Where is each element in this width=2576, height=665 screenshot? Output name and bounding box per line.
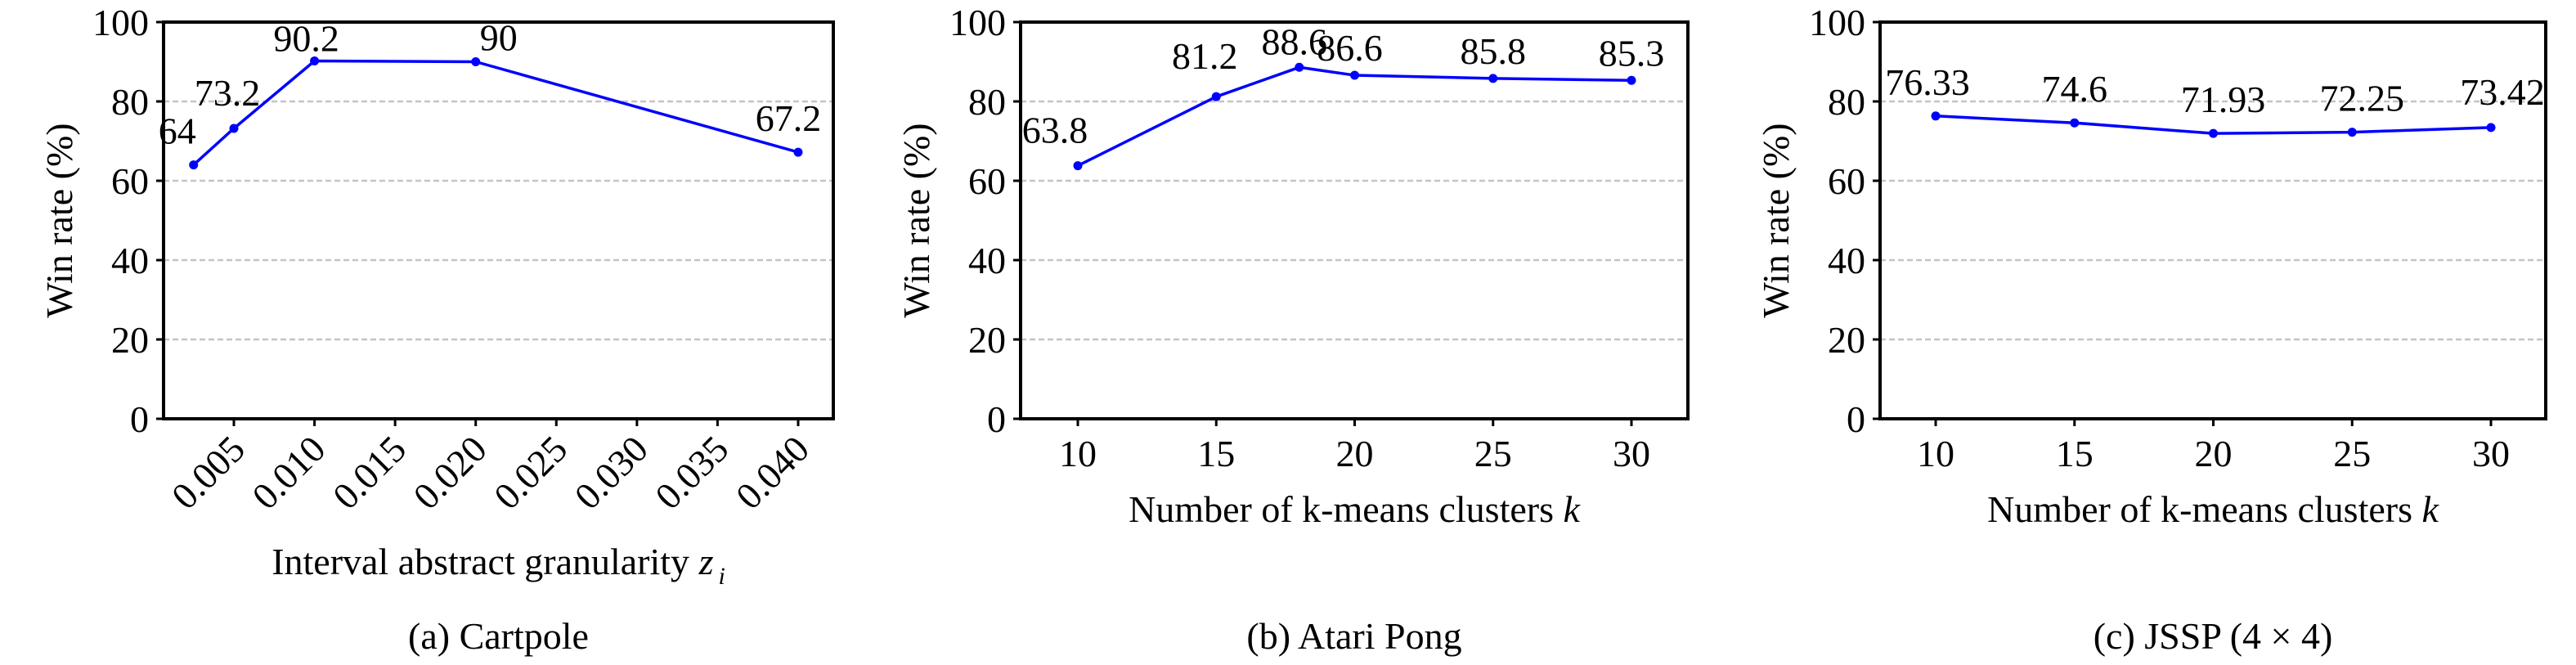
- x-tick-label: 15: [1197, 433, 1235, 474]
- y-tick-label: 100: [92, 2, 149, 43]
- x-tick-label: 20: [2195, 433, 2233, 474]
- y-tick-label: 20: [968, 319, 1006, 361]
- x-tick-label: 30: [1613, 433, 1650, 474]
- data-value-label: 86.6: [1317, 27, 1383, 69]
- data-value-label: 85.8: [1461, 30, 1527, 72]
- x-tick-label: 0.040: [728, 428, 817, 517]
- data-value-label: 63.8: [1022, 110, 1088, 151]
- y-tick-label: 40: [968, 240, 1006, 281]
- gridlines: [164, 20, 833, 420]
- panel-caption-jssp: (c) JSSP (4 × 4): [2094, 615, 2333, 657]
- x-tick-label: 15: [2056, 433, 2094, 474]
- data-value-label: 74.6: [2042, 68, 2108, 110]
- x-axis-label: Number of k-means clusters k: [1987, 488, 2439, 530]
- y-tick-label: 0: [130, 398, 149, 440]
- data-value-label: 76.33: [1885, 61, 1970, 103]
- y-tick-label: 80: [1828, 81, 1865, 123]
- plot-frame: [162, 20, 835, 420]
- series-line: [192, 59, 799, 166]
- data-point-marker: [2070, 118, 2080, 128]
- y-tick-label: 60: [111, 160, 149, 202]
- panel-caption-cartpole: (a) Cartpole: [408, 615, 589, 657]
- y-tick-label: 80: [111, 81, 149, 123]
- data-value-label: 67.2: [756, 97, 822, 139]
- x-tick-label: 10: [1917, 433, 1954, 474]
- data-value-label: 81.2: [1172, 35, 1238, 77]
- plot-frame: [1019, 20, 1690, 420]
- data-point-marker: [1350, 70, 1359, 80]
- data-point-marker: [189, 160, 199, 170]
- x-axis: 10 15 20 25 30 Number of k-means clusters k: [1059, 419, 1650, 530]
- data-value-label: 73.42: [2460, 71, 2545, 113]
- x-tick-label: 30: [2472, 433, 2510, 474]
- x-axis-label: Number of k-means clusters k: [1129, 488, 1581, 530]
- y-axis: 0 20 40 60 80 100 Win rate (%): [895, 2, 1021, 440]
- data-point-marker: [1295, 62, 1304, 72]
- data-value-label: 90.2: [273, 18, 339, 60]
- y-axis-label: Win rate (%): [38, 123, 80, 317]
- x-tick-label: 25: [1474, 433, 1512, 474]
- x-tick-label: 0.020: [406, 428, 495, 517]
- series-line: [1077, 65, 1632, 168]
- y-tick-label: 0: [1847, 398, 1865, 440]
- x-tick-label: 0.025: [486, 428, 575, 517]
- data-point-marker: [310, 56, 320, 66]
- gridlines: [1021, 20, 1688, 420]
- plot-frame: [1878, 20, 2547, 420]
- panel-caption-atari-pong: (b) Atari Pong: [1246, 615, 1461, 657]
- x-axis: 10 15 20 25 30 Number of k-means clusters k: [1917, 419, 2510, 530]
- data-point-marker: [793, 147, 803, 157]
- y-tick-label: 80: [968, 81, 1006, 123]
- data-point-marker: [1073, 161, 1083, 171]
- y-axis: 0 20 40 60 80 100 Win rate (%): [38, 2, 164, 440]
- y-tick-label: 40: [111, 240, 149, 281]
- x-tick-label: 0.015: [325, 428, 414, 517]
- x-tick-label: 25: [2333, 433, 2371, 474]
- series-win-rate: 63.8 81.2 88.686.6 85.8 85.3: [1022, 20, 1665, 171]
- data-value-label: 73.2: [195, 72, 261, 114]
- data-point-marker: [2347, 128, 2357, 137]
- y-tick-label: 100: [1809, 2, 1865, 43]
- data-point-marker: [471, 57, 481, 66]
- y-tick-label: 100: [949, 2, 1006, 43]
- data-point-marker: [1211, 92, 1221, 101]
- x-tick-label: 0.005: [164, 428, 253, 517]
- data-value-label: 72.25: [2320, 78, 2405, 119]
- data-point-marker: [2486, 123, 2496, 133]
- data-value-label: 85.3: [1599, 32, 1665, 74]
- y-tick-label: 60: [968, 160, 1006, 202]
- y-tick-label: 40: [1828, 240, 1865, 281]
- series-win-rate: 76.33 74.6 71.93 72.25 73.42: [1885, 61, 2545, 138]
- y-axis-label: Win rate (%): [1755, 123, 1797, 317]
- y-tick-label: 60: [1828, 160, 1865, 202]
- y-tick-label: 20: [1828, 319, 1865, 361]
- x-tick-label: 0.035: [647, 428, 736, 517]
- x-tick-label: 20: [1336, 433, 1374, 474]
- data-point-marker: [229, 124, 239, 133]
- panel-jssp: 0 20 40 60 80 100 Win rate (%) 10 15 20 25 30 Number…: [1755, 2, 2547, 657]
- data-point-marker: [1931, 111, 1941, 121]
- panel-atari-pong: 0 20 40 60 80 100 Win rate (%) 10 15 20 25 30 Number…: [895, 2, 1690, 657]
- y-tick-label: 20: [111, 319, 149, 361]
- x-tick-label: 0.010: [244, 428, 333, 517]
- data-point-marker: [2209, 128, 2218, 138]
- y-axis: 0 20 40 60 80 100 Win rate (%): [1755, 2, 1880, 440]
- x-tick-label: 10: [1059, 433, 1097, 474]
- x-tick-label: 0.030: [567, 428, 656, 517]
- y-tick-label: 0: [987, 398, 1006, 440]
- data-point-marker: [1627, 75, 1636, 85]
- data-value-label: 71.93: [2181, 79, 2266, 120]
- y-axis-label: Win rate (%): [895, 123, 937, 317]
- data-point-marker: [1488, 74, 1498, 83]
- x-axis: 0.0050.0100.0150.0200.0250.0300.0350.040…: [164, 419, 817, 590]
- data-value-label: 88.6: [1262, 20, 1328, 62]
